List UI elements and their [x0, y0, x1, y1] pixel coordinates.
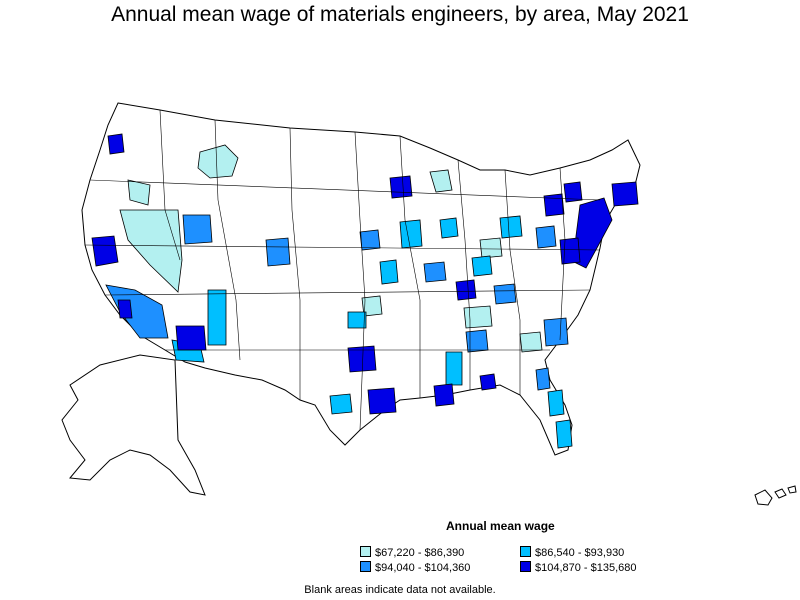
legend-title: Annual mean wage: [446, 519, 555, 533]
area-mid-light: [471, 255, 493, 277]
area-light: [429, 169, 453, 193]
area-mid-light: [555, 419, 573, 449]
area-dark: [91, 235, 119, 267]
area-mid-dark: [423, 261, 447, 283]
area-light: [361, 295, 383, 317]
legend-swatch: [360, 546, 371, 557]
area-mid-dark: [535, 225, 557, 249]
area-mid-dark: [535, 367, 551, 391]
area-mid-dark: [359, 229, 381, 251]
area-light: [463, 305, 493, 329]
legend-swatch: [520, 561, 531, 572]
area-dark: [367, 387, 397, 415]
area-mid-light: [547, 389, 565, 417]
area-mid-light: [207, 289, 227, 346]
area-mid-dark: [543, 317, 569, 347]
legend-label: $67,220 - $86,390: [375, 547, 465, 559]
hawaii-island: [774, 488, 787, 499]
area-light: [519, 331, 543, 353]
alaska-outline: [61, 354, 206, 496]
area-dark: [175, 325, 207, 351]
area-dark: [389, 175, 413, 199]
area-light: [119, 209, 183, 293]
hawaii-island: [754, 489, 773, 506]
area-mid-dark: [182, 214, 213, 245]
area-mid-dark: [265, 237, 291, 267]
area-dark: [455, 279, 477, 301]
area-dark: [563, 181, 583, 203]
area-light: [197, 144, 239, 179]
area-boundaries: [84, 109, 601, 431]
area-mid-dark: [493, 283, 517, 305]
legend-item-4: $104,870 - $135,680: [520, 561, 637, 575]
legend-label: $104,870 - $135,680: [535, 562, 637, 574]
legend-swatch: [360, 561, 371, 572]
area-dark: [559, 237, 581, 265]
legend-item-2: $86,540 - $93,930: [520, 546, 624, 560]
area-dark: [347, 345, 377, 373]
hawaii-island: [787, 485, 797, 494]
area-dark: [543, 193, 565, 217]
legend-item-1: $67,220 - $86,390: [360, 546, 464, 560]
area-dark: [611, 181, 639, 207]
area-mid-light: [329, 393, 353, 415]
footnote: Blank areas indicate data not available.: [304, 584, 496, 596]
contiguous-us-outline: [81, 102, 641, 456]
area-mid-light: [379, 259, 399, 285]
area-light: [479, 237, 503, 259]
legend-label: $86,540 - $93,930: [535, 547, 625, 559]
area-dark: [479, 373, 497, 391]
area-mid-light: [439, 217, 459, 239]
legend-swatch: [520, 546, 531, 557]
legend-item-3: $94,040 - $104,360: [360, 561, 470, 575]
area-mid-light: [347, 311, 367, 329]
area-mid-light: [499, 215, 523, 239]
area-mid-dark: [465, 329, 489, 353]
area-dark: [433, 383, 455, 407]
area-light: [127, 179, 151, 206]
area-dark: [117, 299, 133, 319]
area-mid-light: [445, 351, 463, 386]
area-mid-light: [399, 219, 423, 249]
map-title: Annual mean wage of materials engineers,…: [111, 3, 689, 26]
legend-label: $94,040 - $104,360: [375, 562, 471, 574]
area-dark: [107, 133, 125, 155]
